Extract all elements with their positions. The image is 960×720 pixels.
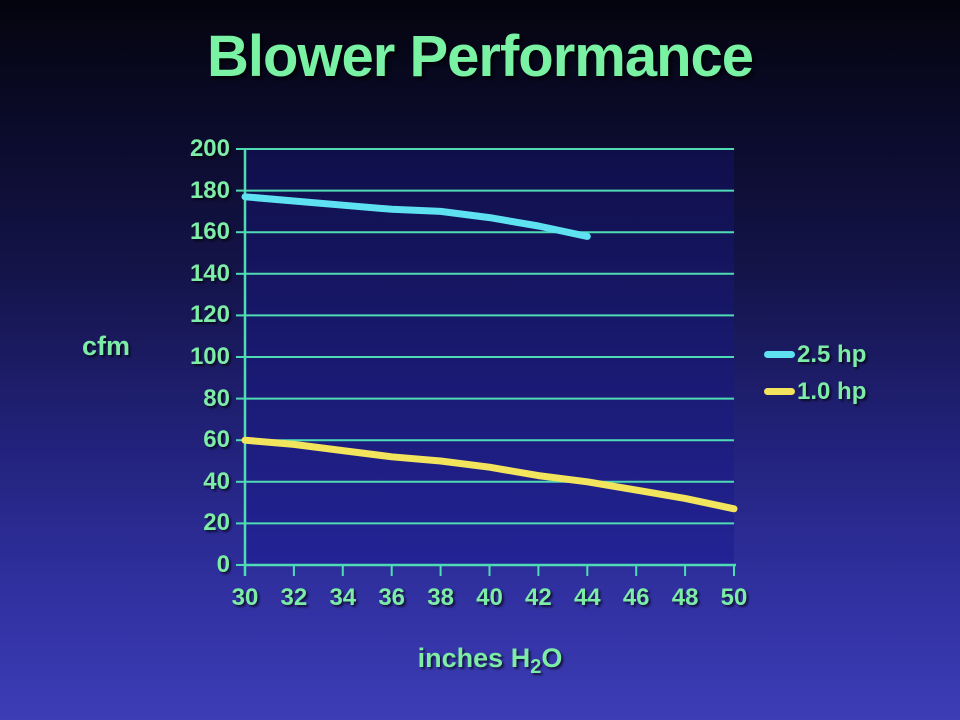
gridlines	[245, 148, 734, 525]
y-tick-label-0: 0	[216, 551, 230, 578]
y-tick-label-100: 100	[189, 343, 230, 370]
axes	[236, 148, 736, 576]
series-line-2-5-hp	[241, 193, 591, 240]
chart-legend: 2.5 hp 1.0 hp	[764, 336, 934, 410]
x-tick-label-48: 48	[671, 584, 699, 611]
x-tick-label-32: 32	[280, 584, 308, 611]
y-tick-label-120: 120	[189, 301, 230, 329]
x-tick-label-34: 34	[329, 584, 357, 611]
x-axis-title-main: inches H	[417, 643, 531, 673]
legend-item-2-5-hp: 2.5 hp	[764, 336, 934, 373]
x-tick-label-46: 46	[622, 584, 650, 611]
legend-label: 1.0 hp	[797, 377, 867, 405]
x-tick-label-40: 40	[476, 584, 503, 611]
legend-label: 2.5 hp	[797, 340, 867, 368]
x-tick-label-42: 42	[525, 584, 552, 611]
line-swatch-icon	[764, 388, 795, 395]
y-axis-title: cfm	[81, 331, 130, 361]
y-axis-tick-labels: 0 20 40 60 80 100 120 140 160 180 200	[150, 0, 230, 720]
y-tick-label-180: 180	[189, 176, 230, 204]
y-tick-label-80: 80	[203, 384, 230, 412]
y-tick-label-200: 200	[189, 135, 230, 162]
series-line-1-0-hp	[241, 436, 738, 513]
page-title: Blower Performance	[206, 24, 754, 89]
x-axis-title: inches H2O	[245, 643, 735, 679]
x-tick-label-50: 50	[720, 584, 748, 611]
x-tick-label-30: 30	[231, 584, 259, 611]
line-swatch-icon	[764, 351, 795, 358]
y-tick-label-140: 140	[189, 259, 230, 287]
x-tick-label-44: 44	[573, 584, 601, 611]
x-axis-title-end: O	[541, 643, 563, 673]
y-tick-label-40: 40	[203, 467, 230, 495]
x-tick-label-36: 36	[378, 584, 406, 611]
x-tick-label-38: 38	[427, 584, 454, 611]
x-axis-title-subscript: 2	[530, 656, 542, 678]
y-tick-label-60: 60	[203, 426, 230, 454]
series-lines	[241, 193, 738, 513]
y-tick-label-160: 160	[189, 218, 230, 246]
y-tick-label-20: 20	[203, 509, 230, 537]
legend-item-1-0-hp: 1.0 hp	[764, 373, 934, 410]
